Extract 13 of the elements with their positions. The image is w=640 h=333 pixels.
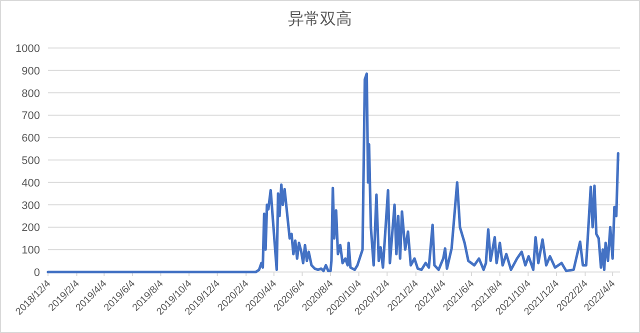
y-tick-label: 900 xyxy=(22,65,40,78)
y-tick-label: 200 xyxy=(22,222,40,234)
line-series xyxy=(46,72,620,274)
y-tick-label: 500 xyxy=(22,155,40,167)
y-tick-label: 800 xyxy=(22,88,40,100)
y-tick-label: 0 xyxy=(34,267,40,279)
y-tick-label: 700 xyxy=(22,110,40,122)
y-tick-label: 100 xyxy=(22,244,40,257)
y-tick-label: 600 xyxy=(22,132,40,145)
y-tick-label: 400 xyxy=(22,177,40,190)
y-tick-label: 300 xyxy=(22,200,40,212)
y-tick-label: 1000 xyxy=(16,43,40,55)
chart-title: 异常双高 xyxy=(288,10,352,28)
